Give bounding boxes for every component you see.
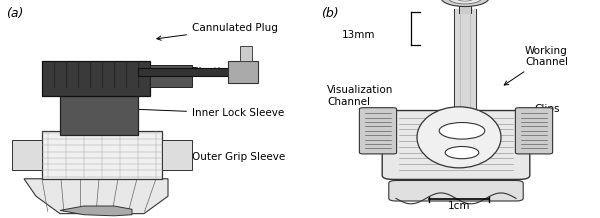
Polygon shape [60, 87, 138, 135]
Polygon shape [42, 61, 150, 96]
Circle shape [441, 0, 489, 7]
Text: Working
Channel: Working Channel [504, 46, 568, 85]
Polygon shape [240, 46, 252, 61]
FancyBboxPatch shape [382, 111, 530, 179]
Text: Outer Grip Sleeve: Outer Grip Sleeve [76, 152, 285, 167]
Polygon shape [12, 140, 42, 170]
Circle shape [448, 0, 482, 4]
Polygon shape [150, 65, 192, 87]
Ellipse shape [417, 107, 501, 168]
FancyBboxPatch shape [389, 181, 523, 201]
Text: (a): (a) [6, 7, 23, 20]
Polygon shape [459, 4, 471, 13]
Polygon shape [24, 179, 168, 214]
Polygon shape [60, 206, 132, 216]
FancyBboxPatch shape [515, 108, 553, 154]
Polygon shape [454, 9, 476, 114]
Polygon shape [42, 131, 162, 179]
Text: Inner Lock Sleeve: Inner Lock Sleeve [133, 107, 284, 118]
Circle shape [445, 146, 479, 159]
Polygon shape [162, 140, 192, 170]
Text: Elastic Core: Elastic Core [139, 67, 254, 84]
Text: Visualization
Channel: Visualization Channel [327, 85, 395, 114]
Circle shape [456, 0, 474, 1]
Text: Cannulated Plug: Cannulated Plug [157, 23, 278, 40]
Polygon shape [228, 61, 258, 83]
FancyBboxPatch shape [359, 108, 397, 154]
Text: 13mm: 13mm [341, 30, 375, 40]
Text: (b): (b) [321, 7, 338, 20]
Text: Clips: Clips [528, 104, 560, 122]
Text: 1cm: 1cm [448, 201, 470, 211]
Circle shape [439, 123, 485, 139]
Polygon shape [138, 68, 240, 76]
